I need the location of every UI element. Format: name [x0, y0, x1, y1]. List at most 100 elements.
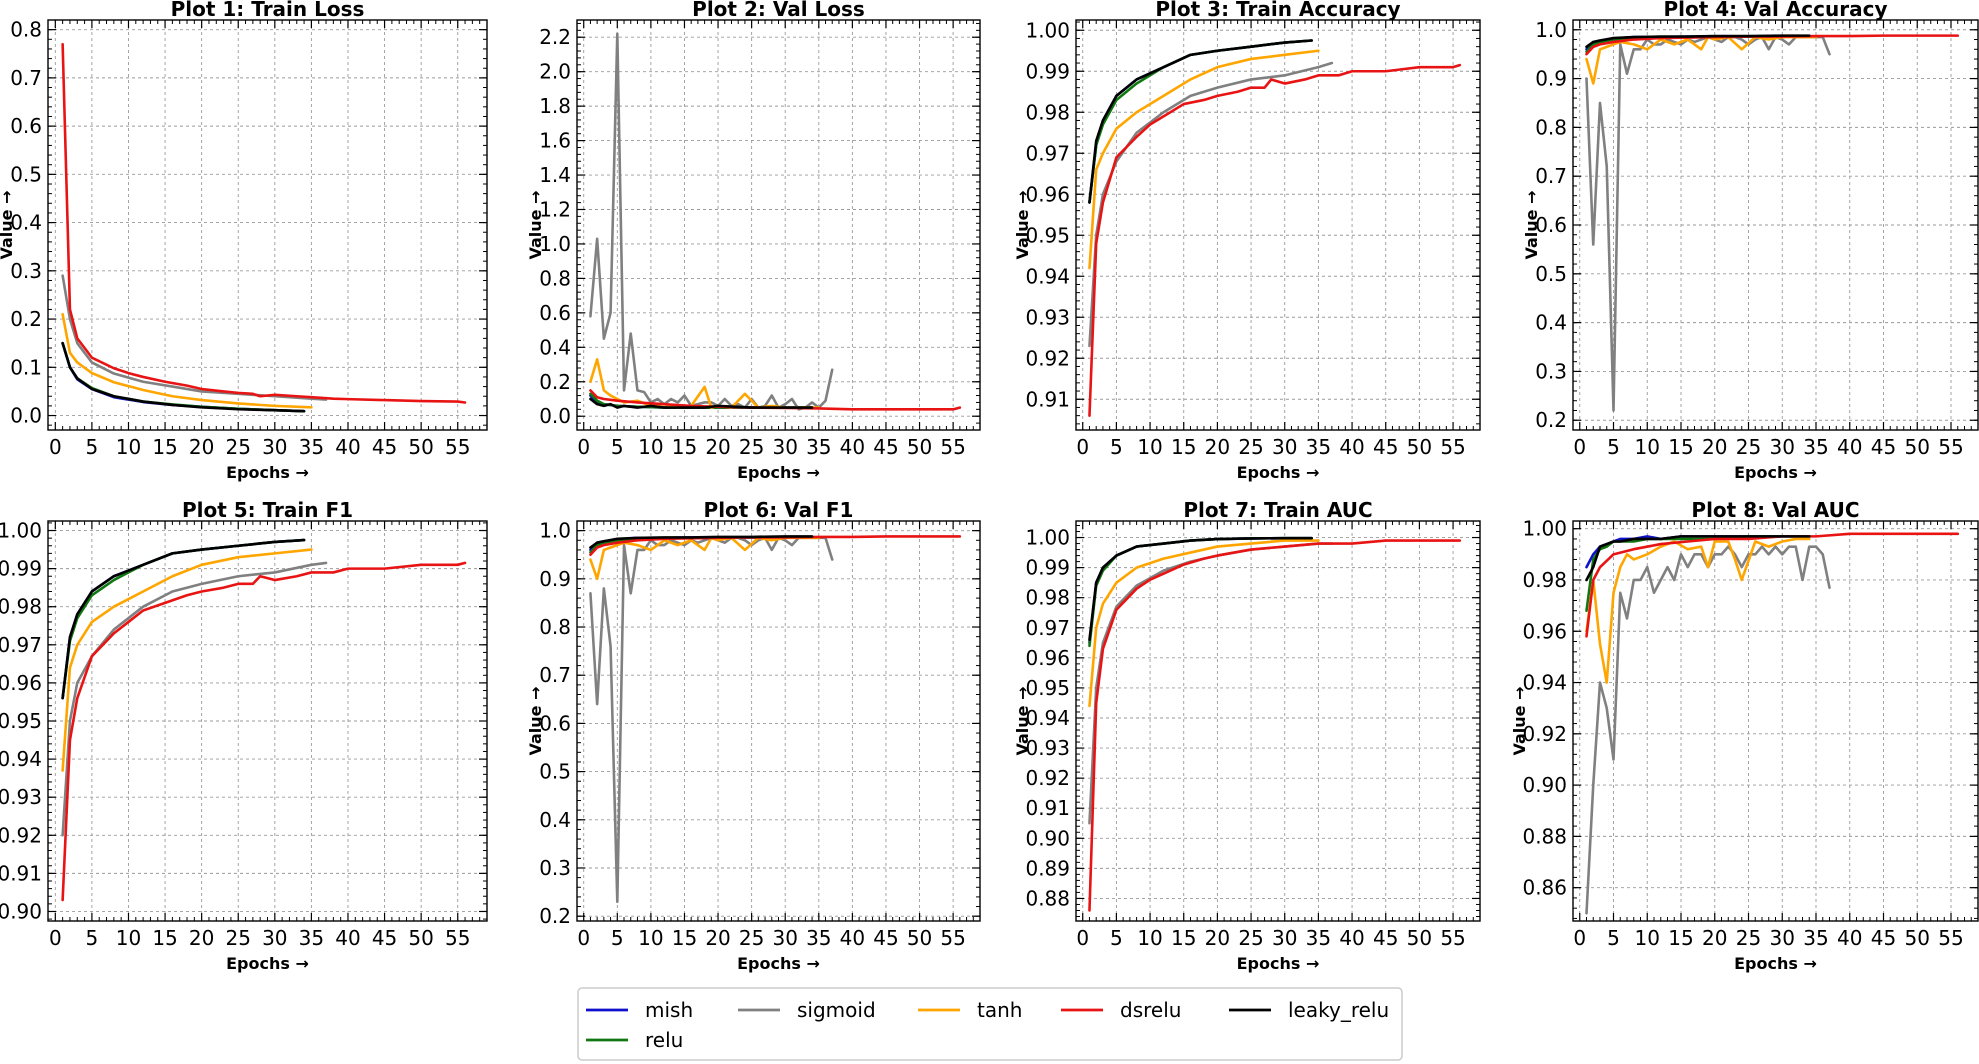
x-tick-label: 50: [408, 435, 433, 459]
y-tick-label: 0.98: [1025, 100, 1070, 124]
legend-item-dsrelu: dsrelu: [1061, 998, 1181, 1022]
x-tick-label: 35: [1803, 435, 1828, 459]
y-tick-label: 0.3: [539, 856, 571, 880]
y-tick-label: 1.6: [539, 129, 571, 153]
y-tick-label: 0.6: [1535, 213, 1567, 237]
series-line-tanh: [1585, 35, 1818, 85]
x-tick-label: 10: [1635, 435, 1660, 459]
series-line-dsrelu: [1585, 532, 1960, 638]
x-axis-label: Epochs →: [1734, 463, 1817, 482]
x-axis-label: Epochs →: [737, 954, 820, 973]
y-tick-label: 0.9: [539, 567, 571, 591]
x-tick-label: 45: [1373, 926, 1398, 950]
x-tick-label: 30: [772, 926, 797, 950]
x-tick-label: 45: [372, 926, 397, 950]
y-tick-label: 0.6: [539, 301, 571, 325]
legend-label-relu: relu: [645, 1028, 683, 1052]
y-tick-label: 0.99: [1025, 556, 1070, 580]
x-tick-label: 15: [1668, 435, 1693, 459]
y-tick-label: 0.94: [1025, 706, 1070, 730]
series-line-leaky_relu: [61, 538, 306, 700]
x-tick-label: 40: [1837, 435, 1862, 459]
x-tick-label: 55: [1440, 926, 1465, 950]
y-tick-label: 0.94: [1522, 671, 1567, 695]
legend-item-mish: mish: [586, 998, 693, 1022]
x-axis-label: Epochs →: [1237, 463, 1320, 482]
y-tick-label: 0.90: [1522, 773, 1567, 797]
y-tick-label: 0.86: [1522, 876, 1567, 900]
x-tick-label: 10: [1137, 926, 1162, 950]
y-tick-label: 0.0: [539, 404, 571, 428]
y-tick-label: 0.0: [10, 404, 42, 428]
y-tick-label: 0.2: [539, 370, 571, 394]
plot-title: Plot 3: Train Accuracy: [1155, 0, 1400, 21]
x-tick-label: 15: [672, 926, 697, 950]
y-tick-label: 0.92: [0, 823, 42, 847]
y-tick-label: 0.96: [0, 671, 42, 695]
y-tick-label: 1.2: [539, 197, 571, 221]
x-tick-label: 15: [672, 435, 697, 459]
x-tick-label: 10: [638, 926, 663, 950]
subplot-4: 0 5 10 15 20 25 30 35 40 45 50 55 0.2 0.3 0.4 0.5 0.6 0.7…: [1522, 0, 1979, 482]
series-line-sigmoid: [589, 32, 834, 411]
x-tick-label: 5: [611, 926, 624, 950]
y-tick-label: 0.88: [1522, 824, 1567, 848]
axes-frame: [47, 19, 488, 431]
plot-area: [48, 20, 487, 430]
plot-title: Plot 7: Train AUC: [1183, 498, 1372, 522]
y-tick-label: 2.2: [539, 25, 571, 49]
x-tick-label: 15: [1171, 435, 1196, 459]
series-line-leaky_relu: [1088, 39, 1313, 204]
subplot-2: 0 5 10 15 20 25 30 35 40 45 50 55 0.0 0.2 0.4 0.6 0.8 1.0…: [526, 0, 981, 482]
y-tick-label: 0.92: [1522, 722, 1567, 746]
y-tick-label: 0.94: [1025, 264, 1070, 288]
plot-area: [577, 20, 980, 430]
axes-frame: [1572, 520, 1979, 922]
y-tick-label: 0.99: [0, 557, 42, 581]
x-tick-label: 45: [873, 435, 898, 459]
x-tick-label: 5: [86, 926, 99, 950]
x-tick-label: 5: [611, 435, 624, 459]
x-tick-label: 35: [299, 435, 324, 459]
axes-frame: [1075, 19, 1481, 431]
y-tick-label: 0.98: [0, 595, 42, 619]
x-tick-label: 5: [1607, 926, 1620, 950]
x-tick-label: 10: [1635, 926, 1660, 950]
y-axis-label: Value →: [1510, 686, 1529, 755]
series-group: [61, 538, 467, 902]
series-line-leaky_relu: [1585, 34, 1811, 49]
x-tick-label: 20: [189, 435, 214, 459]
series-line-sigmoid: [61, 274, 328, 401]
plot-area: [1076, 521, 1480, 921]
x-axis-label: Epochs →: [1734, 954, 1817, 973]
x-tick-label: 5: [1110, 435, 1123, 459]
y-tick-label: 1.00: [1522, 517, 1567, 541]
x-tick-label: 30: [772, 435, 797, 459]
y-tick-label: 0.5: [1535, 262, 1567, 286]
y-tick-label: 0.98: [1025, 586, 1070, 610]
series-group: [61, 42, 467, 413]
series-group: [589, 535, 962, 904]
y-tick-label: 0.1: [10, 355, 42, 379]
y-tick-label: 0.8: [10, 18, 42, 42]
x-tick-label: 55: [1440, 435, 1465, 459]
series-line-sigmoid: [61, 561, 328, 837]
y-tick-label: 0.5: [539, 760, 571, 784]
series-line-leaky_relu: [61, 341, 306, 413]
plot-title: Plot 4: Val Accuracy: [1663, 0, 1887, 21]
subplot-grid: 0 5 10 15 20 25 30 35 40 45 50 550.00.10.20.30.40.5…: [0, 0, 1979, 973]
x-tick-label: 40: [840, 926, 865, 950]
legend-item-sigmoid: sigmoid: [738, 998, 876, 1022]
x-tick-label: 50: [1905, 926, 1930, 950]
x-tick-label: 0: [49, 926, 62, 950]
y-tick-label: 0.7: [10, 66, 42, 90]
y-tick-label: 0.95: [1025, 676, 1070, 700]
plot-title: Plot 1: Train Loss: [171, 0, 365, 21]
y-tick-label: 0.90: [0, 899, 42, 923]
x-tick-label: 25: [1736, 926, 1761, 950]
y-tick-label: 1.0: [539, 232, 571, 256]
series-line-tanh: [61, 548, 313, 772]
x-tick-label: 30: [1272, 926, 1297, 950]
plot-title: Plot 8: Val AUC: [1691, 498, 1859, 522]
